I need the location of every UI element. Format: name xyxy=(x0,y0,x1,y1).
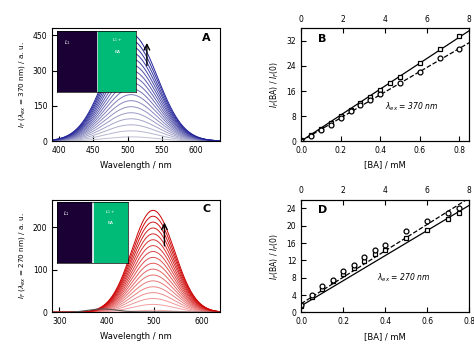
Y-axis label: $I_F$(BA) / $I_F$(0): $I_F$(BA) / $I_F$(0) xyxy=(269,61,281,108)
Y-axis label: $I_F$ ($\lambda_{ex}$ = 270 nm) / a. u.: $I_F$ ($\lambda_{ex}$ = 270 nm) / a. u. xyxy=(17,213,27,299)
Text: $\lambda_{ex}$ = 270 nm: $\lambda_{ex}$ = 270 nm xyxy=(377,272,430,284)
X-axis label: Wavelength / nm: Wavelength / nm xyxy=(100,160,172,170)
Text: $\lambda_{ex}$ = 370 nm: $\lambda_{ex}$ = 370 nm xyxy=(385,100,438,113)
Text: B: B xyxy=(318,34,326,44)
Text: A: A xyxy=(201,33,210,43)
Y-axis label: $I_F$(BA) / $I_F$(0): $I_F$(BA) / $I_F$(0) xyxy=(269,233,281,280)
X-axis label: Wavelength / nm: Wavelength / nm xyxy=(100,332,172,341)
Y-axis label: $I_F$ ($\lambda_{ex}$ = 370 nm) / a. u.: $I_F$ ($\lambda_{ex}$ = 370 nm) / a. u. xyxy=(17,42,27,128)
Text: C: C xyxy=(202,204,210,214)
X-axis label: [BA] / mM: [BA] / mM xyxy=(365,332,406,341)
Text: D: D xyxy=(318,205,327,215)
X-axis label: [BA] / mM: [BA] / mM xyxy=(365,160,406,170)
